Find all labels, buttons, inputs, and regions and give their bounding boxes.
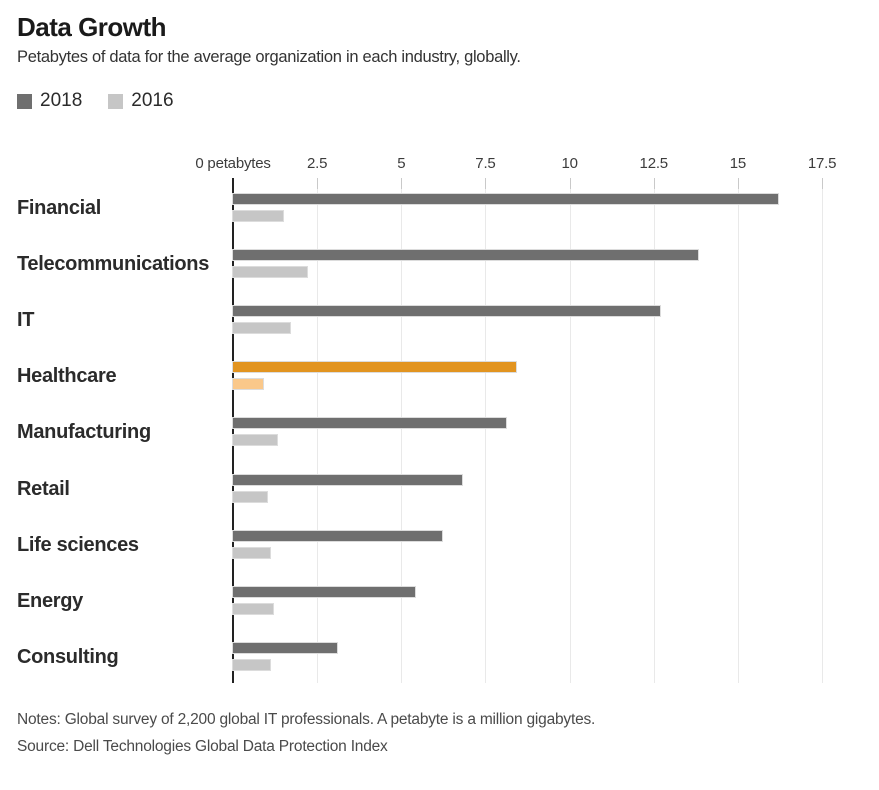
gridline (737, 178, 739, 683)
legend-label-2016: 2016 (131, 90, 174, 111)
tick-mark (569, 178, 571, 189)
category-label: Manufacturing (17, 421, 151, 444)
gridline (653, 178, 655, 683)
bar-2016 (233, 379, 264, 390)
category-label: Financial (17, 197, 101, 219)
x-tick-label: 7.5 (475, 155, 496, 172)
category-label: Consulting (17, 645, 119, 668)
gridline (317, 178, 319, 683)
legend-item-2018: 2018 (17, 90, 82, 112)
legend: 2018 2016 (17, 90, 174, 112)
x-tick-label: 17.5 (807, 155, 837, 172)
gridline (485, 178, 487, 683)
bar-2018 (233, 362, 516, 373)
category-label: Healthcare (17, 365, 117, 388)
tick-mark (401, 178, 403, 189)
bar-2016 (233, 659, 271, 670)
chart-notes: Notes: Global survey of 2,200 global IT … (17, 711, 596, 728)
bar-2018 (233, 306, 661, 317)
bar-2016 (233, 491, 267, 502)
tick-mark (485, 178, 487, 189)
tick-mark (317, 178, 319, 189)
chart-footer: Notes: Global survey of 2,200 global IT … (17, 706, 595, 760)
chart-subtitle: Petabytes of data for the average organi… (17, 48, 521, 66)
x-tick-label: 0 petabytes (195, 155, 271, 172)
bar-2018 (233, 642, 338, 653)
x-tick-label: 12.5 (639, 155, 669, 172)
legend-swatch-2016-icon (108, 93, 124, 109)
category-label: IT (17, 309, 35, 332)
bar-chart: 0 petabytes 2.5 5 7.5 10 12.5 15 17.5 Financial T… (0, 150, 879, 690)
x-tick-label: 15 (729, 155, 747, 172)
bar-2018 (233, 586, 415, 597)
tick-mark (737, 178, 739, 189)
bar-2016 (233, 323, 291, 334)
tick-mark (822, 178, 824, 189)
tick-mark (653, 178, 655, 189)
x-tick-label: 2.5 (307, 155, 328, 172)
bar-2018 (233, 250, 698, 261)
gridline (569, 178, 571, 683)
x-tick-label: 5 (397, 155, 406, 172)
bar-2018 (233, 474, 462, 485)
gridline (822, 178, 824, 683)
legend-label-2018: 2018 (40, 90, 83, 111)
bar-2016 (233, 267, 308, 278)
legend-swatch-2018-icon (17, 93, 32, 109)
bar-2018 (233, 530, 442, 541)
legend-item-2016: 2016 (108, 90, 174, 112)
category-label: Energy (17, 589, 84, 612)
y-axis-line (232, 178, 234, 683)
bar-2016 (233, 211, 284, 221)
chart-title: Data Growth (17, 12, 167, 42)
chart-source: Source: Dell Technologies Global Data Pr… (17, 738, 388, 755)
bar-2018 (233, 194, 779, 204)
gridline (401, 178, 403, 683)
category-label: Life sciences (17, 533, 139, 556)
bar-2018 (233, 418, 506, 429)
category-label: Telecommunications (17, 253, 210, 276)
x-tick-label: 10 (561, 155, 578, 172)
bar-2016 (233, 547, 271, 558)
bar-2016 (233, 435, 277, 446)
bar-2016 (233, 603, 274, 614)
category-label: Retail (17, 477, 70, 500)
